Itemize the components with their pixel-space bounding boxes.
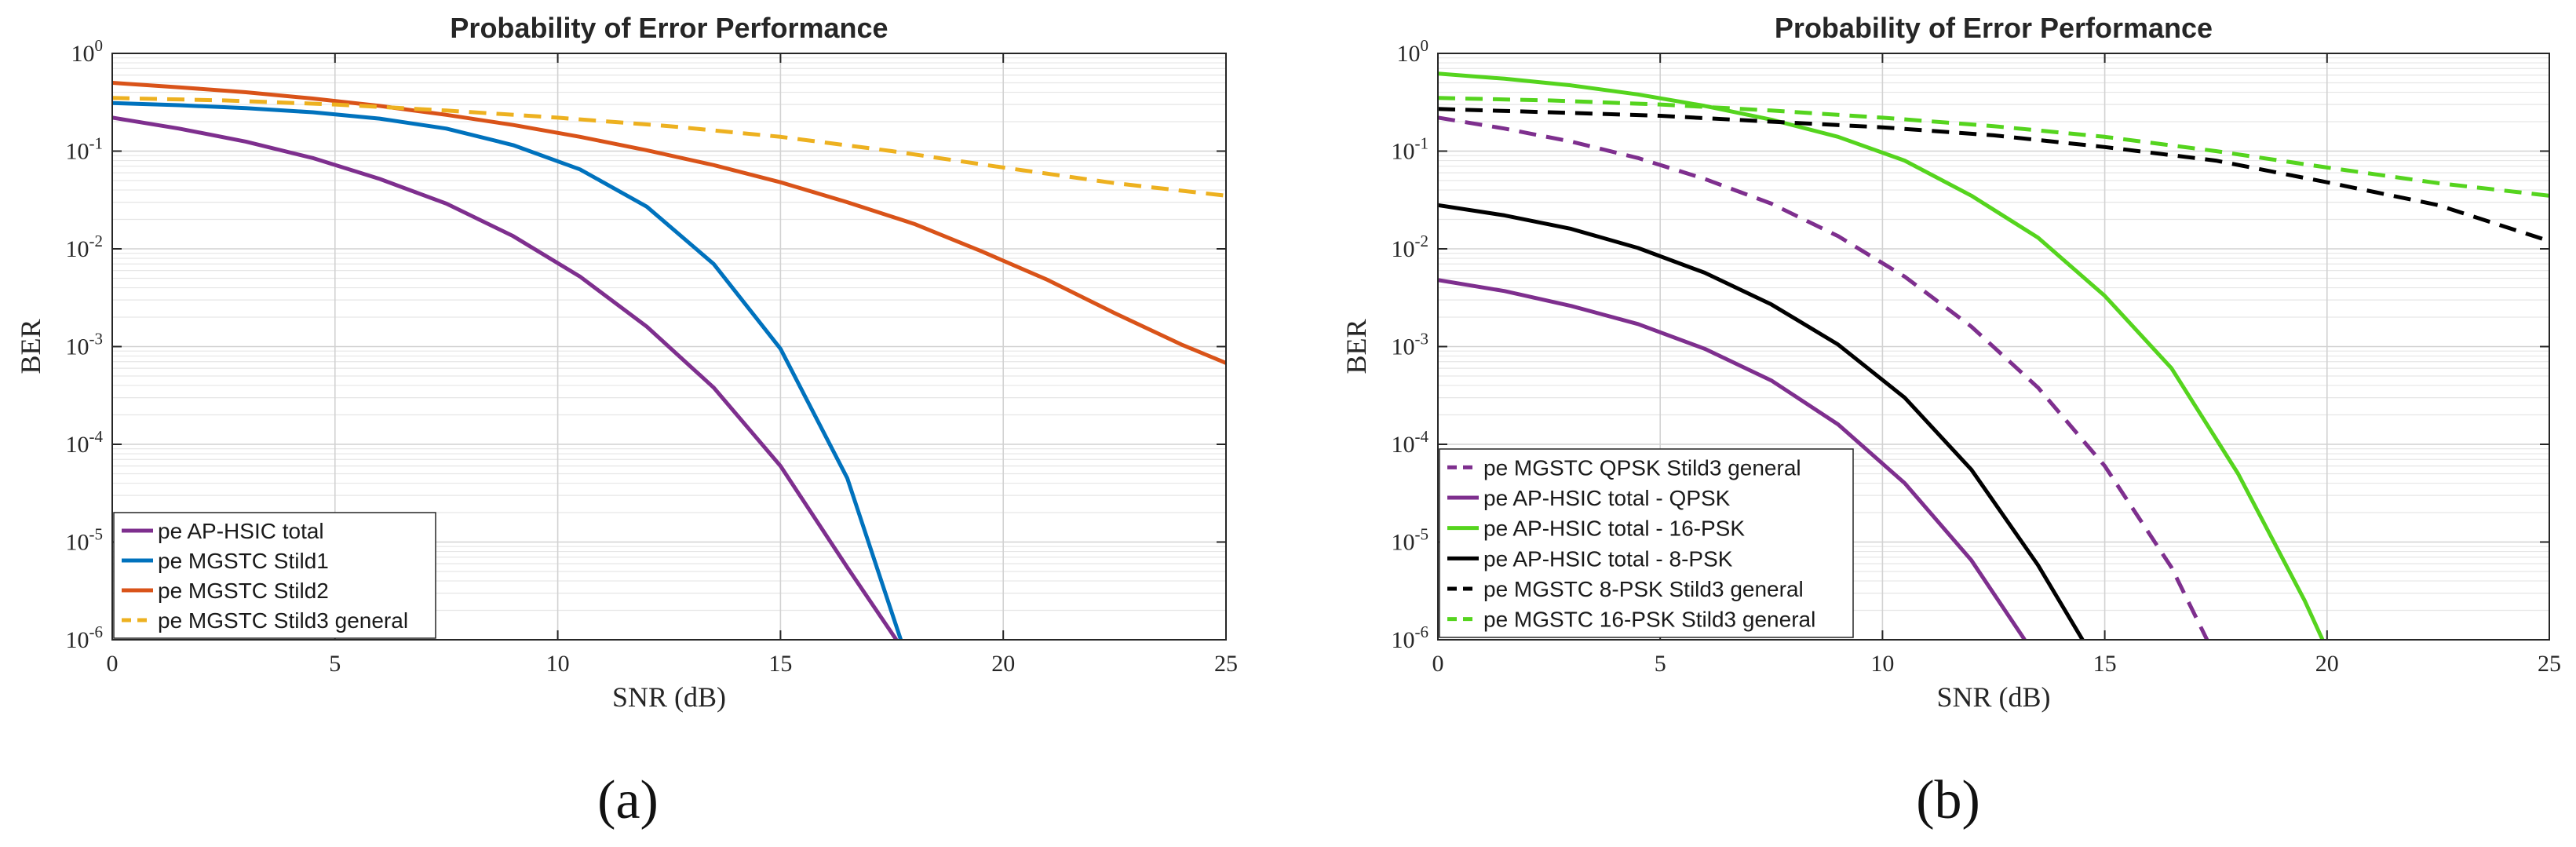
chart-title: Probability of Error Performance bbox=[1775, 12, 2213, 44]
series-group bbox=[112, 81, 1226, 640]
y-tick-label: 10-2 bbox=[66, 232, 104, 262]
y-tick-label: 10-6 bbox=[66, 622, 104, 653]
series-line-3 bbox=[112, 81, 1226, 365]
legend-label: pe MGSTC Stild1 bbox=[158, 549, 329, 573]
x-tick-label: 20 bbox=[2315, 651, 2339, 677]
y-tick-label: 100 bbox=[71, 36, 104, 67]
x-tick-label: 5 bbox=[329, 651, 341, 677]
legend-label: pe AP-HSIC total - QPSK bbox=[1483, 486, 1731, 510]
panel-caption: (a) bbox=[597, 770, 659, 831]
x-tick-label: 20 bbox=[991, 651, 1015, 677]
y-tick-label: 10-1 bbox=[1392, 134, 1429, 165]
x-axis-label: SNR (dB) bbox=[1936, 681, 2050, 713]
x-tick-label: 15 bbox=[2093, 651, 2117, 677]
chart-2: 0 5 10 15 20 25 10-6 10-5 10-4 10-3 10-2 10-1 100 Pro… bbox=[1341, 12, 2561, 831]
series-line-2 bbox=[1438, 278, 2027, 640]
legend-box bbox=[1439, 448, 1854, 638]
legend-label: pe MGSTC QPSK Stild3 general bbox=[1483, 455, 1801, 480]
legend: pe MGSTC QPSK Stild3 general pe AP-HSIC t… bbox=[1439, 448, 1854, 638]
y-tick-label: 10-5 bbox=[66, 525, 104, 556]
x-tick-label: 0 bbox=[1432, 651, 1444, 677]
series-line-1 bbox=[112, 115, 899, 640]
legend: pe AP-HSIC total pe MGSTC Stild1 pe MGSTC … bbox=[113, 512, 436, 639]
y-tick-label: 10-6 bbox=[1392, 622, 1429, 653]
y-axis-label: BER bbox=[15, 319, 46, 374]
x-axis-label: SNR (dB) bbox=[612, 681, 726, 713]
y-tick-label: 100 bbox=[1397, 36, 1429, 67]
y-axis-label: BER bbox=[1341, 319, 1372, 374]
legend-label: pe MGSTC 8-PSK Stild3 general bbox=[1483, 577, 1804, 601]
x-tick-label: 25 bbox=[2538, 651, 2561, 677]
series-line-5 bbox=[1438, 107, 2549, 243]
series-line-4 bbox=[1438, 203, 2085, 640]
y-tick-label: 10-3 bbox=[1392, 330, 1429, 360]
x-tick-label: 0 bbox=[107, 651, 119, 677]
series-group bbox=[1438, 71, 2549, 640]
y-tick-label: 10-3 bbox=[66, 330, 104, 360]
series-line-1 bbox=[1438, 115, 2209, 640]
legend-label: pe MGSTC Stild3 general bbox=[158, 608, 408, 633]
y-tick-label: 10-1 bbox=[66, 134, 104, 165]
legend-box bbox=[113, 512, 436, 639]
y-tick-label: 10-4 bbox=[1392, 427, 1429, 458]
chart-1: 0 5 10 15 20 25 10-6 10-5 10-4 10-3 10-2 10-1 100 Pro… bbox=[15, 12, 1238, 831]
panel-caption: (b) bbox=[1916, 770, 1980, 831]
legend-label: pe MGSTC Stild2 bbox=[158, 579, 329, 603]
y-tick-label: 10-2 bbox=[1392, 232, 1429, 262]
series-line-6 bbox=[1438, 96, 2549, 198]
legend-label: pe AP-HSIC total - 8-PSK bbox=[1483, 546, 1733, 571]
series-line-3 bbox=[1438, 71, 2325, 640]
series-line-4 bbox=[112, 96, 1226, 198]
legend-label: pe AP-HSIC total bbox=[158, 519, 324, 543]
x-tick-label: 10 bbox=[546, 651, 570, 677]
series-line-2 bbox=[112, 100, 903, 640]
legend-label: pe MGSTC 16-PSK Stild3 general bbox=[1483, 608, 1815, 632]
x-tick-label: 5 bbox=[1655, 651, 1666, 677]
x-tick-label: 10 bbox=[1870, 651, 1894, 677]
grid bbox=[1437, 53, 2550, 641]
chart-title: Probability of Error Performance bbox=[450, 12, 888, 44]
y-tick-label: 10-4 bbox=[66, 427, 104, 458]
y-tick-label: 10-5 bbox=[1392, 525, 1429, 556]
x-tick-label: 25 bbox=[1214, 651, 1238, 677]
x-tick-label: 15 bbox=[768, 651, 792, 677]
legend-label: pe AP-HSIC total - 16-PSK bbox=[1483, 517, 1745, 541]
